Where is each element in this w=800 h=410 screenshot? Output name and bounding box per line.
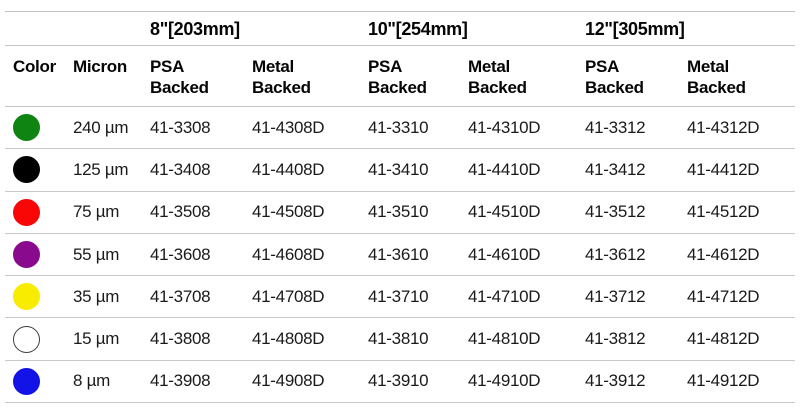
part-number-cell: 41-3508 [150, 202, 211, 222]
color-swatch-cell [5, 198, 73, 226]
part-number-cell: 41-3808 [150, 329, 211, 349]
col-header-line2: Backed [468, 78, 527, 97]
part-number-cell: 41-3612 [585, 244, 646, 264]
part-number-cell: 41-4912D [687, 371, 760, 391]
col-header-line2: Backed [585, 78, 644, 97]
color-swatch-green [13, 114, 40, 142]
part-number-cell: 41-3410 [368, 159, 429, 179]
color-swatch-cell [5, 114, 73, 142]
size-group-12in: 12"[305mm] [585, 19, 685, 39]
color-swatch-purple [13, 241, 40, 269]
part-number-cell: 41-3708 [150, 286, 211, 306]
color-swatch-yellow [13, 283, 40, 311]
micron-cell: 125 µm [73, 159, 129, 179]
part-number-cell: 41-3512 [585, 202, 646, 222]
part-number-cell: 41-3610 [368, 244, 429, 264]
part-number-cell: 41-4910D [468, 371, 541, 391]
part-number-cell: 41-4708D [252, 286, 325, 306]
col-header-psa-12in: PSA Backed [585, 56, 687, 98]
col-header-line1: PSA [368, 57, 403, 76]
col-header-line2: Backed [252, 78, 311, 97]
col-header-metal-10in: Metal Backed [468, 56, 585, 98]
part-number-cell: 41-3710 [368, 286, 429, 306]
col-header-line1: Metal [252, 57, 294, 76]
part-number-cell: 41-4508D [252, 202, 325, 222]
part-number-cell: 41-4310D [468, 117, 541, 137]
part-number-cell: 41-4612D [687, 244, 760, 264]
table-row-red: 75 µm 41-3508 41-4508D 41-3510 41-4510D … [5, 192, 795, 234]
part-number-cell: 41-3810 [368, 329, 429, 349]
part-number-cell: 41-4408D [252, 159, 325, 179]
part-number-cell: 41-3910 [368, 371, 429, 391]
color-swatch-red [13, 198, 40, 226]
color-swatch-cell [5, 283, 73, 311]
micron-cell: 35 µm [73, 286, 120, 306]
col-header-line1: Metal [687, 57, 729, 76]
part-number-cell: 41-3310 [368, 117, 429, 137]
part-number-cell: 41-4610D [468, 244, 541, 264]
part-number-cell: 41-3712 [585, 286, 646, 306]
col-header-line2: Backed [687, 78, 746, 97]
col-header-psa-10in: PSA Backed [368, 56, 468, 98]
col-header-line1: Metal [468, 57, 510, 76]
part-number-cell: 41-3912 [585, 371, 646, 391]
size-group-8in: 8"[203mm] [150, 19, 240, 39]
col-header-micron: Micron [73, 57, 127, 76]
size-group-10in: 10"[254mm] [368, 19, 468, 39]
color-swatch-cell [5, 241, 73, 269]
part-number-cell: 41-3312 [585, 117, 646, 137]
table-row-green: 240 µm 41-3308 41-4308D 41-3310 41-4310D… [5, 107, 795, 150]
part-number-cell: 41-4608D [252, 244, 325, 264]
part-number-cell: 41-4308D [252, 117, 325, 137]
col-header-line1: PSA [150, 57, 185, 76]
color-swatch-cell [5, 325, 73, 353]
table-row-white: 15 µm 41-3808 41-4808D 41-3810 41-4810D … [5, 318, 795, 361]
part-number-cell: 41-3510 [368, 202, 429, 222]
part-number-cell: 41-3812 [585, 329, 646, 349]
micron-cell: 15 µm [73, 329, 120, 349]
part-number-cell: 41-3608 [150, 244, 211, 264]
part-number-cell: 41-4812D [687, 329, 760, 349]
part-number-cell: 41-4510D [468, 202, 541, 222]
size-group-header-row: 8"[203mm] 10"[254mm] 12"[305mm] [5, 11, 795, 46]
part-number-cell: 41-3908 [150, 371, 211, 391]
part-number-cell: 41-4908D [252, 371, 325, 391]
part-number-cell: 41-3308 [150, 117, 211, 137]
table-row-black: 125 µm 41-3408 41-4408D 41-3410 41-4410D… [5, 149, 795, 192]
col-header-metal-12in: Metal Backed [687, 56, 795, 98]
color-swatch-cell [5, 367, 73, 395]
part-number-cell: 41-4810D [468, 329, 541, 349]
color-swatch-blue [13, 367, 40, 395]
part-number-cell: 41-4512D [687, 202, 760, 222]
part-number-cell: 41-4712D [687, 286, 760, 306]
col-header-line2: Backed [368, 78, 427, 97]
col-header-psa-8in: PSA Backed [150, 56, 252, 98]
part-number-cell: 41-3408 [150, 159, 211, 179]
micron-cell: 240 µm [73, 117, 129, 137]
col-header-line2: Backed [150, 78, 209, 97]
color-swatch-cell [5, 156, 73, 184]
col-header-color: Color [13, 57, 56, 76]
part-number-cell: 41-4412D [687, 159, 760, 179]
table-row-blue: 8 µm 41-3908 41-4908D 41-3910 41-4910D 4… [5, 361, 795, 404]
color-swatch-black [13, 156, 40, 184]
part-number-cell: 41-4312D [687, 117, 760, 137]
table-row-purple: 55 µm 41-3608 41-4608D 41-3610 41-4610D … [5, 234, 795, 277]
table-row-yellow: 35 µm 41-3708 41-4708D 41-3710 41-4710D … [5, 276, 795, 319]
micron-cell: 55 µm [73, 244, 120, 264]
micron-cell: 8 µm [73, 371, 110, 391]
column-header-row: Color Micron PSA Backed Metal Backed PSA… [5, 46, 795, 107]
color-swatch-white [13, 325, 40, 353]
part-number-cell: 41-4808D [252, 329, 325, 349]
part-number-cell: 41-4410D [468, 159, 541, 179]
part-number-cell: 41-4710D [468, 286, 541, 306]
col-header-line1: PSA [585, 57, 620, 76]
col-header-metal-8in: Metal Backed [252, 56, 368, 98]
part-number-cell: 41-3412 [585, 159, 646, 179]
micron-cell: 75 µm [73, 202, 120, 222]
